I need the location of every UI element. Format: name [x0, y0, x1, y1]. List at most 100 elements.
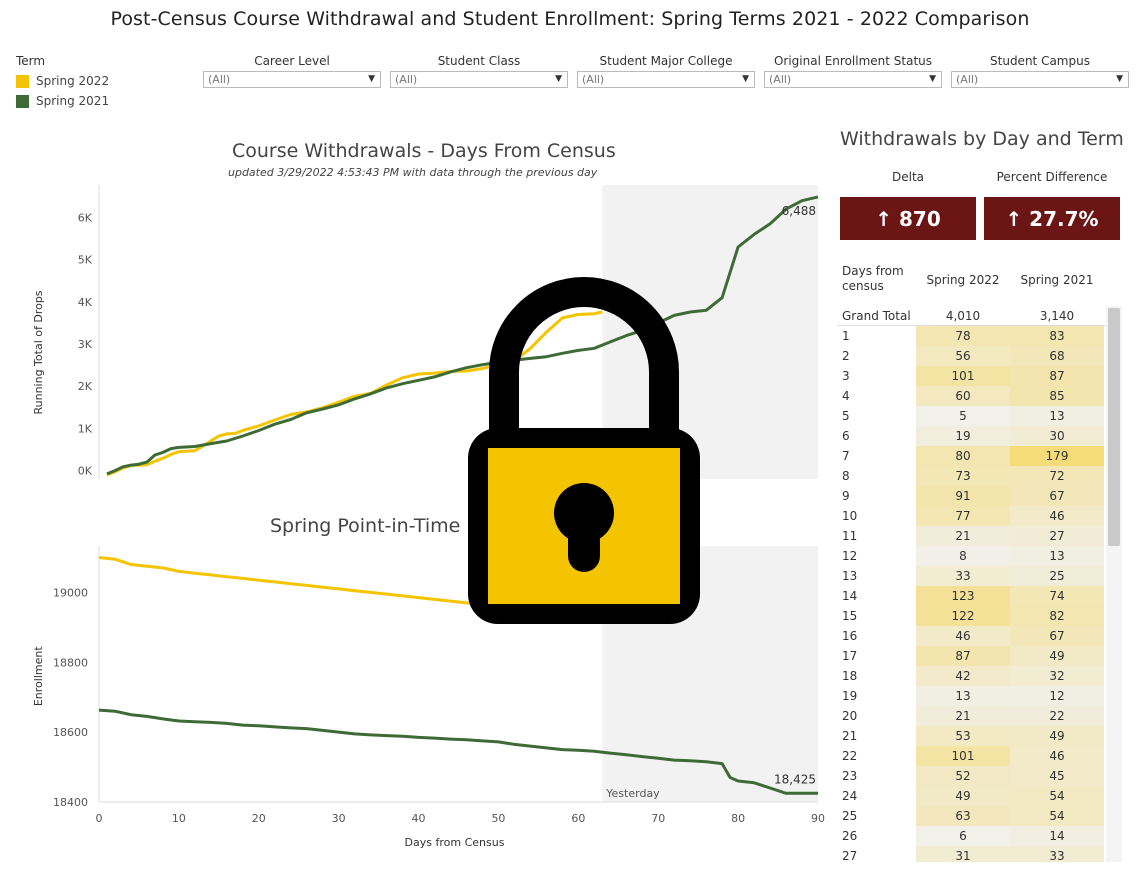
table-row: 12 8 13: [838, 546, 1106, 566]
cell-spring-2022: 101: [916, 746, 1010, 766]
table-row: 15 122 82: [838, 606, 1106, 626]
table-row: 23 52 45: [838, 766, 1106, 786]
x-axis-label: Days from Census: [405, 836, 505, 849]
y-tick-label: 1K: [78, 422, 93, 435]
cell-spring-2022: 46: [916, 626, 1010, 646]
cell-spring-2021: 25: [1010, 566, 1104, 586]
lock-keyhole-stem: [568, 516, 600, 572]
grand-total-spring-2022: 4,010: [916, 306, 1010, 325]
x-tick-label: 80: [731, 812, 745, 825]
table-header-spring-2022: Spring 2022: [926, 273, 1000, 287]
table-row: 25 63 54: [838, 806, 1106, 826]
cell-day: 10: [842, 509, 858, 523]
table-row-grand-total: Grand Total 4,010 3,140: [838, 306, 1106, 326]
cell-spring-2021: 72: [1010, 466, 1104, 486]
student-campus-dropdown[interactable]: (All) ▼: [951, 71, 1129, 88]
filter-label: Original Enrollment Status: [773, 54, 933, 68]
legend-title: Term: [16, 54, 46, 68]
filter-student-major-college: Student Major College (All) ▼: [577, 54, 755, 88]
dropdown-value: (All): [395, 73, 418, 86]
table-row: 17 87 49: [838, 646, 1106, 666]
dropdown-value: (All): [208, 73, 231, 86]
cell-spring-2022: 19: [916, 426, 1010, 446]
x-tick-label: 20: [252, 812, 266, 825]
filter-original-enrollment-status: Original Enrollment Status (All) ▼: [764, 54, 942, 88]
withdrawals-chart-title: Course Withdrawals - Days From Census: [232, 140, 616, 162]
student-class-dropdown[interactable]: (All) ▼: [390, 71, 568, 88]
table-scrollbar[interactable]: [1106, 306, 1122, 862]
legend-item-spring-2021[interactable]: Spring 2021: [16, 91, 109, 111]
withdrawals-chart-subtitle: updated 3/29/2022 4:53:43 PM with data t…: [228, 166, 598, 179]
cell-spring-2021: 46: [1010, 746, 1104, 766]
filter-label: Student Major College: [599, 54, 733, 68]
cell-spring-2022: 101: [916, 366, 1010, 386]
x-tick-label: 60: [571, 812, 585, 825]
end-value-label: 18,425: [774, 772, 816, 786]
table-row: 1 78 83: [838, 326, 1106, 346]
cell-spring-2022: 5: [916, 406, 1010, 426]
y-tick-label: 19000: [53, 586, 88, 599]
cell-day: 8: [842, 469, 850, 483]
yesterday-label: Yesterday: [605, 787, 660, 800]
cell-spring-2022: 87: [916, 646, 1010, 666]
cell-spring-2021: 74: [1010, 586, 1104, 606]
table-row: 10 77 46: [838, 506, 1106, 526]
cell-day: 3: [842, 369, 850, 383]
cell-day: 1: [842, 329, 850, 343]
caret-down-icon: ▼: [1116, 74, 1123, 84]
y-tick-label: 18600: [53, 726, 88, 739]
student-major-college-dropdown[interactable]: (All) ▼: [577, 71, 755, 88]
career-level-dropdown[interactable]: (All) ▼: [203, 71, 381, 88]
y-tick-label: 0K: [78, 465, 93, 478]
withdrawals-table[interactable]: Grand Total 4,010 3,140 1 78 83 2 56 68 3 101 87…: [838, 306, 1106, 862]
grand-total-label: Grand Total: [842, 309, 911, 323]
lock-shackle: [489, 277, 679, 430]
cell-day: 14: [842, 589, 858, 603]
y-tick-label: 18800: [53, 656, 88, 669]
y-tick-label: 3K: [78, 338, 93, 351]
kpi-label-percent-difference: Percent Difference: [996, 170, 1108, 184]
x-tick-label: 30: [332, 812, 346, 825]
table-row: 2 56 68: [838, 346, 1106, 366]
cell-spring-2022: 42: [916, 666, 1010, 686]
cell-spring-2022: 122: [916, 606, 1010, 626]
withdrawals-by-day-title: Withdrawals by Day and Term: [840, 128, 1124, 150]
cell-spring-2022: 78: [916, 326, 1010, 346]
cell-spring-2021: 87: [1010, 366, 1104, 386]
table-row: 26 6 14: [838, 826, 1106, 846]
cell-spring-2022: 91: [916, 486, 1010, 506]
cell-day: 17: [842, 649, 858, 663]
dashboard-title: Post-Census Course Withdrawal and Studen…: [110, 8, 1030, 30]
y-axis-label: Running Total of Drops: [32, 290, 45, 414]
cell-spring-2022: 21: [916, 526, 1010, 546]
cell-day: 27: [842, 849, 858, 862]
table-row: 21 53 49: [838, 726, 1106, 746]
cell-spring-2021: 85: [1010, 386, 1104, 406]
x-tick-label: 10: [172, 812, 186, 825]
cell-spring-2022: 73: [916, 466, 1010, 486]
table-header-spring-2021: Spring 2021: [1020, 273, 1094, 287]
kpi-label-delta: Delta: [891, 170, 924, 184]
cell-spring-2021: 49: [1010, 726, 1104, 746]
cell-spring-2022: 52: [916, 766, 1010, 786]
y-tick-label: 6K: [78, 212, 93, 225]
cell-spring-2021: 30: [1010, 426, 1104, 446]
cell-spring-2022: 77: [916, 506, 1010, 526]
dropdown-value: (All): [956, 73, 979, 86]
caret-down-icon: ▼: [929, 74, 936, 84]
cell-spring-2021: 13: [1010, 546, 1104, 566]
table-row: 24 49 54: [838, 786, 1106, 806]
table-row: 27 31 33: [838, 846, 1106, 862]
caret-down-icon: ▼: [368, 74, 375, 84]
cell-spring-2022: 80: [916, 446, 1010, 466]
cell-spring-2021: 45: [1010, 766, 1104, 786]
x-tick-label: 70: [651, 812, 665, 825]
filter-career-level: Career Level (All) ▼: [203, 54, 381, 88]
legend-item-spring-2022[interactable]: Spring 2022: [16, 71, 109, 91]
x-tick-label: 50: [491, 812, 505, 825]
original-enrollment-status-dropdown[interactable]: (All) ▼: [764, 71, 942, 88]
cell-spring-2021: 14: [1010, 826, 1104, 846]
cell-spring-2021: 13: [1010, 406, 1104, 426]
scrollbar-thumb[interactable]: [1108, 308, 1120, 546]
cell-spring-2021: 54: [1010, 786, 1104, 806]
